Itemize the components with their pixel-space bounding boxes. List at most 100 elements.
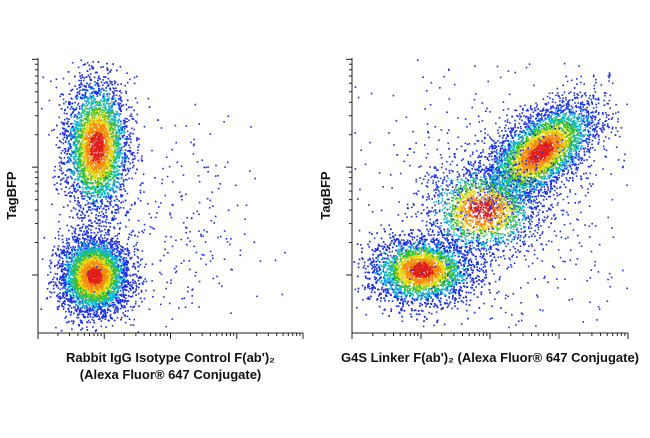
event-dot [111,98,113,100]
event-dot [65,186,67,188]
event-dot [81,197,84,200]
event-dot [73,174,75,176]
event-dot [104,193,106,196]
event-dot [116,90,118,92]
event-dot [111,91,114,93]
event-dot [125,142,128,145]
event-dot [133,164,135,167]
event-dot [92,147,94,150]
event-dot [91,86,93,88]
event-dot [90,212,93,214]
event-dot [94,220,96,223]
event-dot [110,165,113,168]
event-dot [82,102,84,105]
event-dot [74,208,77,211]
event-dot [92,66,95,69]
event-dot [62,305,65,308]
event-dot [81,132,83,134]
event-dot [94,208,96,211]
event-dot [120,164,122,167]
event-dot [101,154,103,157]
event-dot [98,192,100,195]
event-dot [79,108,81,110]
event-dot [109,226,111,228]
event-dot [112,184,114,187]
event-dot [54,175,56,178]
event-dot [120,92,123,94]
event-dot [91,87,93,90]
event-dot [66,112,68,115]
event-dot [101,161,104,163]
event-dot [89,94,91,97]
event-dot [90,197,92,199]
event-dot [83,144,86,147]
event-dot [95,153,98,156]
event-dot [107,108,110,111]
event-dot [105,124,108,126]
event-dot [142,173,145,175]
event-dot [111,178,114,180]
event-dot [141,160,143,162]
event-dot [88,196,91,199]
event-dot [92,182,94,185]
event-dot [107,185,109,187]
event-dot [123,134,125,137]
event-dot [112,87,115,89]
event-dot [96,122,99,125]
event-dot [92,61,94,63]
event-dot [82,208,85,211]
event-dot [101,210,103,213]
event-dot [83,168,85,170]
event-dot [85,169,88,171]
event-dot [112,112,114,114]
event-dot [106,161,108,163]
event-dot [81,142,83,145]
event-dot [85,140,88,142]
event-dot [92,192,95,195]
event-dot [117,151,120,153]
event-dot [102,167,105,169]
event-dot [84,138,86,140]
event-dot [90,209,92,211]
event-dot [84,214,86,217]
event-dot [73,185,75,188]
event-dot [124,174,127,177]
event-dot [91,127,93,130]
event-dot [108,195,110,198]
event-dot [126,157,128,159]
event-dot [112,130,114,133]
event-dot [85,162,87,164]
event-dot [84,93,87,95]
event-dot [91,172,93,175]
event-dot [64,194,67,197]
event-dot [84,195,86,197]
event-dot [91,192,93,194]
event-dot [100,119,102,122]
event-dot [101,173,104,175]
event-dot [106,67,109,69]
event-dot [85,96,87,98]
event-dot [112,170,114,173]
event-dot [82,191,84,193]
event-dot [113,215,115,217]
event-dot [103,109,106,112]
event-dot [115,161,117,164]
event-dot [111,96,114,99]
event-dot [105,198,108,200]
event-dot [97,104,99,106]
event-dot [60,93,62,95]
event-dot [89,73,92,75]
event-dot [76,88,78,90]
event-dot [69,132,72,134]
event-dot [78,93,81,95]
event-dot [116,177,119,180]
event-dot [125,294,127,296]
event-dot [97,138,99,141]
event-dot [101,185,104,188]
event-dot [97,152,100,155]
event-dot [123,122,126,125]
event-dot [99,166,102,169]
event-dot [76,212,79,215]
event-dot [74,152,76,155]
event-dot [107,208,110,210]
